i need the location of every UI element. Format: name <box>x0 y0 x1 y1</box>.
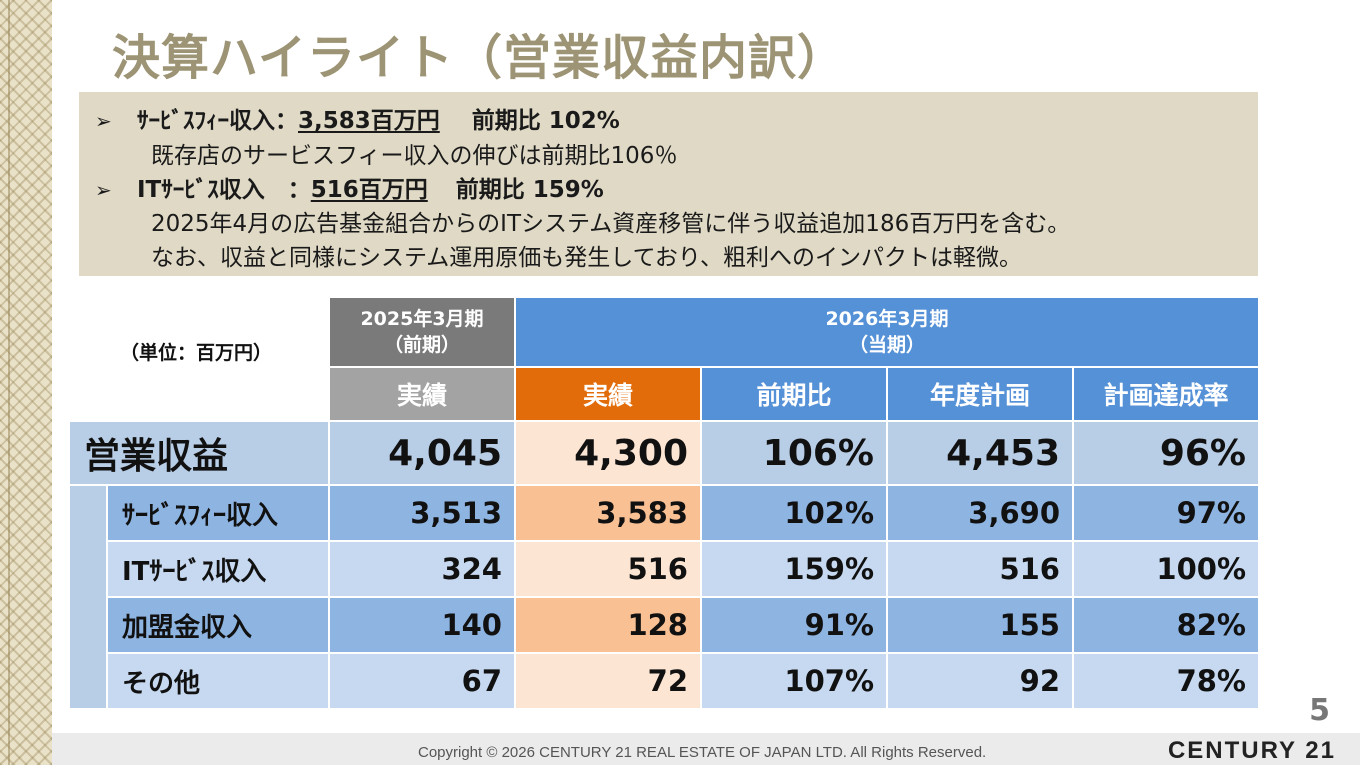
cell-cur-actual: 516 <box>516 542 700 596</box>
cell-cur-actual: 4,300 <box>516 422 700 484</box>
cell-prev-actual: 4,045 <box>330 422 514 484</box>
subheader-blank <box>70 368 328 420</box>
cell-prev-actual: 324 <box>330 542 514 596</box>
arrow-bullet-icon: ➢ <box>95 109 112 133</box>
revenue-breakdown-table: 2025年3月期 （前期） 2026年3月期 （当期） 実績 実績 前期比 年度… <box>68 296 1260 710</box>
row-label: 加盟金収入 <box>108 598 328 652</box>
col-header-prev-actual: 実績 <box>330 368 514 420</box>
summary-line-service-fee: ➢ ｻｰﾋﾞｽﾌｨｰ収入：3,583百万円 前期比 102% <box>95 101 620 135</box>
unit-label: （単位：百万円） <box>120 342 273 364</box>
row-label: 営業収益 <box>70 422 328 484</box>
cell-plan: 3,690 <box>888 486 1072 540</box>
it-service-yoy: 前期比 159% <box>455 177 604 203</box>
page-title: 決算ハイライト（営業収益内訳） <box>112 30 847 86</box>
col-header-plan: 年度計画 <box>888 368 1072 420</box>
cell-yoy: 102% <box>702 486 886 540</box>
summary-line-asset-transfer: 2025年4月の広告基金組合からのITシステム資産移管に伴う収益追加186百万円… <box>151 211 1071 237</box>
table-row: ITｻｰﾋﾞｽ収入 324 516 159% 516 100% <box>70 542 1258 596</box>
it-service-label: ITｻｰﾋﾞｽ収入 ： <box>137 177 311 203</box>
cell-achievement: 78% <box>1074 654 1258 708</box>
cell-plan: 4,453 <box>888 422 1072 484</box>
summary-box: ➢ ｻｰﾋﾞｽﾌｨｰ収入：3,583百万円 前期比 102% 既存店のサービスフィー… <box>79 92 1258 276</box>
header-blank <box>70 298 328 366</box>
it-service-amount: 516百万円 <box>310 177 428 203</box>
col-header-achievement: 計画達成率 <box>1074 368 1258 420</box>
summary-line-it-service: ➢ ITｻｰﾋﾞｽ収入 ：516百万円 前期比 159% <box>95 170 604 204</box>
summary-line-existing-stores: 既存店のサービスフィー収入の伸びは前期比106％ <box>151 143 678 169</box>
col-header-cur-actual: 実績 <box>516 368 700 420</box>
col-header-yoy: 前期比 <box>702 368 886 420</box>
century21-logo: CENTURY 21 <box>1167 737 1336 764</box>
table-row: ｻｰﾋﾞｽﾌｨｰ収入 3,513 3,583 102% 3,690 97% <box>70 486 1258 708</box>
row-label: ITｻｰﾋﾞｽ収入 <box>108 542 328 596</box>
cell-prev-actual: 140 <box>330 598 514 652</box>
arrow-bullet-icon: ➢ <box>95 178 112 202</box>
summary-line-cost-note: なお、収益と同様にシステム運用原価も発生しており、粗利へのインパクトは軽微。 <box>151 245 1023 271</box>
table-row: その他 67 72 107% 92 78% <box>70 654 1258 708</box>
service-fee-yoy: 前期比 102% <box>471 108 620 134</box>
page-number: 5 <box>1309 693 1330 728</box>
cell-achievement: 82% <box>1074 598 1258 652</box>
row-label: ｻｰﾋﾞｽﾌｨｰ収入 <box>108 486 328 540</box>
cell-achievement: 96% <box>1074 422 1258 484</box>
table-row: 加盟金収入 140 128 91% 155 82% <box>70 598 1258 652</box>
cell-yoy: 159% <box>702 542 886 596</box>
table-row-operating-revenue: 営業収益 4,045 4,300 106% 4,453 96% <box>70 422 1258 484</box>
cell-yoy: 107% <box>702 654 886 708</box>
cell-plan: 155 <box>888 598 1072 652</box>
header-current-period: 2026年3月期 （当期） <box>516 298 1258 366</box>
copyright-text: Copyright © 2026 CENTURY 21 REAL ESTATE … <box>418 744 987 761</box>
cell-achievement: 100% <box>1074 542 1258 596</box>
cell-prev-actual: 3,513 <box>330 486 514 540</box>
service-fee-label: ｻｰﾋﾞｽﾌｨｰ収入： <box>137 108 298 134</box>
cell-cur-actual: 128 <box>516 598 700 652</box>
cell-achievement: 97% <box>1074 486 1258 540</box>
cell-yoy: 91% <box>702 598 886 652</box>
cell-cur-actual: 72 <box>516 654 700 708</box>
cell-plan: 92 <box>888 654 1072 708</box>
cell-plan: 516 <box>888 542 1072 596</box>
decorative-side-strip <box>0 0 52 765</box>
cell-cur-actual: 3,583 <box>516 486 700 540</box>
header-prev-period: 2025年3月期 （前期） <box>330 298 514 366</box>
cell-prev-actual: 67 <box>330 654 514 708</box>
row-label: その他 <box>108 654 328 708</box>
indent-spacer <box>70 486 106 708</box>
cell-yoy: 106% <box>702 422 886 484</box>
service-fee-amount: 3,583百万円 <box>298 108 440 134</box>
footer-bar <box>52 733 1360 765</box>
